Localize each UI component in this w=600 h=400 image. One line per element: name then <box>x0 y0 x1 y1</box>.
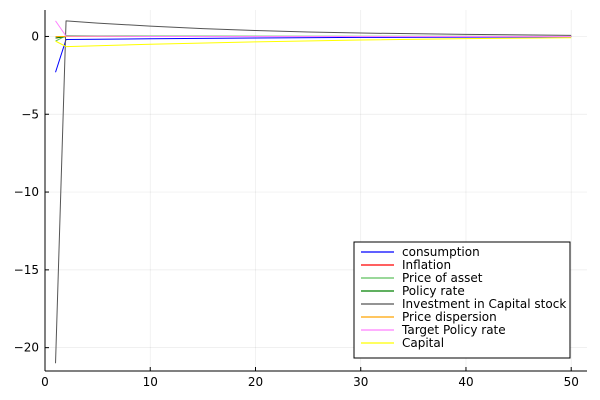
y-tick-label: 0 <box>31 29 39 43</box>
legend-label-0: consumption <box>402 245 480 259</box>
x-tick-label: 20 <box>248 375 263 389</box>
axes <box>44 10 587 372</box>
legend-label-2: Price of asset <box>402 271 483 285</box>
y-tick-label: −15 <box>14 263 39 277</box>
series-line-4 <box>55 20 572 364</box>
x-tick-label: 0 <box>41 375 49 389</box>
series-line-0 <box>55 36 572 73</box>
series-lines <box>55 20 572 364</box>
x-tick-label: 10 <box>143 375 158 389</box>
legend-label-4: Investment in Capital stock <box>402 297 566 311</box>
series-line-6 <box>55 20 572 37</box>
y-tick-label: −10 <box>14 185 39 199</box>
y-tick-label: −5 <box>21 107 39 121</box>
series-line-7 <box>55 37 572 48</box>
x-tick-label: 30 <box>353 375 368 389</box>
legend-label-3: Policy rate <box>402 284 465 298</box>
legend-label-7: Capital <box>402 336 444 350</box>
legend-label-1: Inflation <box>402 258 451 272</box>
legend-box <box>353 241 571 359</box>
legend-label-6: Target Policy rate <box>401 323 506 337</box>
tick-labels: 0 10 20 30 40 50 0 −5 −10 −15 −20 <box>14 29 579 389</box>
y-tick-label: −20 <box>14 341 39 355</box>
x-tick-label: 50 <box>564 375 579 389</box>
legend-label-5: Price dispersion <box>402 310 497 324</box>
x-tick-label: 40 <box>458 375 473 389</box>
